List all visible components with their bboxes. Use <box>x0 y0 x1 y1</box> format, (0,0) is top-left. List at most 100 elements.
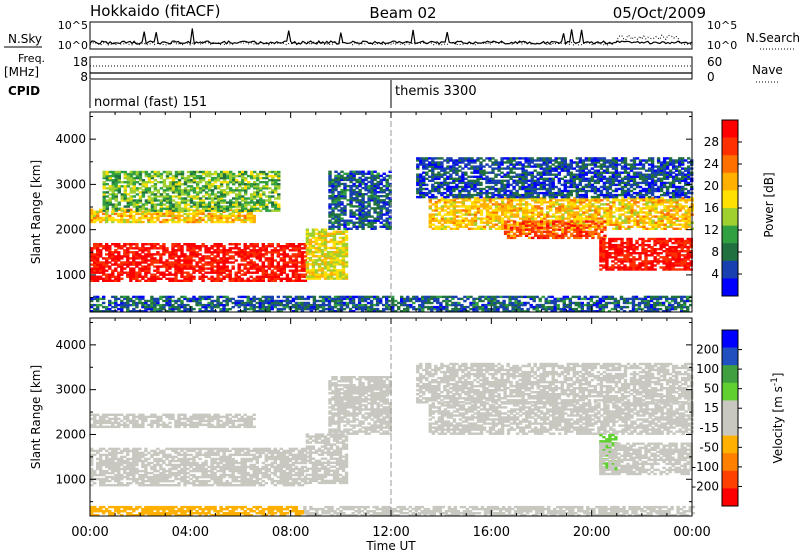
range-cell <box>500 219 505 222</box>
range-cell <box>636 223 640 226</box>
range-cell <box>361 219 365 222</box>
range-cell <box>225 220 229 224</box>
range-cell <box>238 172 242 176</box>
range-cell <box>213 269 217 272</box>
range-cell <box>102 187 106 190</box>
range-cell <box>246 277 250 280</box>
range-cell <box>518 173 522 176</box>
range-cell <box>632 250 636 253</box>
range-cell <box>144 259 148 262</box>
range-cell <box>464 197 469 200</box>
range-cell <box>419 163 423 166</box>
range-cell <box>452 181 456 185</box>
range-cell <box>210 257 214 260</box>
range-cell <box>105 191 109 194</box>
range-cell <box>597 232 601 235</box>
range-cell <box>303 275 308 278</box>
range-cell <box>256 185 260 188</box>
range-cell <box>259 187 263 190</box>
range-cell <box>282 271 286 274</box>
range-cell <box>476 207 481 210</box>
range-cell <box>186 176 191 180</box>
range-cell <box>370 197 374 200</box>
range-cell <box>297 273 302 276</box>
range-cell <box>297 253 302 256</box>
range-cell <box>585 236 589 240</box>
range-cell <box>204 203 209 206</box>
range-cell <box>132 172 136 176</box>
range-cell <box>629 266 633 269</box>
range-cell <box>428 195 432 199</box>
range-cell <box>431 165 435 168</box>
range-cell <box>612 221 616 224</box>
range-cell <box>686 258 690 261</box>
range-cell <box>331 186 335 190</box>
range-cell <box>171 249 175 252</box>
range-cell <box>192 216 196 220</box>
range-cell <box>660 203 664 206</box>
range-cell <box>150 209 155 212</box>
range-cell <box>213 216 217 220</box>
range-cell <box>331 195 335 198</box>
range-cell <box>210 216 214 220</box>
range-cell <box>506 232 511 235</box>
range-cell <box>531 228 535 231</box>
range-cell <box>388 184 392 188</box>
range-cell <box>524 203 529 206</box>
range-cell <box>494 163 498 166</box>
range-cell <box>446 193 450 197</box>
range-cell <box>288 257 293 260</box>
freq-label-line2: [MHz] <box>4 65 39 79</box>
range-cell <box>680 264 684 267</box>
range-cell <box>686 262 690 265</box>
range-cell <box>512 234 517 237</box>
range-cell <box>540 199 544 202</box>
range-cell <box>657 219 661 222</box>
range-cell <box>669 209 673 212</box>
range-cell <box>530 191 534 195</box>
range-cell <box>349 193 353 196</box>
range-cell <box>174 279 178 282</box>
range-cell <box>252 243 256 246</box>
range-cell <box>337 215 341 218</box>
range-cell <box>585 234 589 237</box>
range-cell <box>238 174 242 178</box>
range-cell <box>231 261 235 264</box>
range-cell <box>352 197 356 200</box>
range-cell <box>618 203 622 206</box>
range-cell <box>328 170 332 173</box>
range-cell <box>470 187 474 191</box>
range-cell <box>335 273 340 276</box>
range-cell <box>189 172 194 176</box>
range-cell <box>135 243 139 246</box>
range-cell <box>488 157 492 160</box>
range-cell <box>352 225 356 228</box>
range-cell <box>249 275 253 278</box>
range-cell <box>201 172 206 176</box>
range-cell <box>645 217 649 220</box>
range-cell <box>518 222 523 225</box>
range-cell <box>677 262 681 265</box>
range-cell <box>150 199 155 202</box>
range-cell <box>434 203 438 206</box>
range-cell <box>428 197 432 200</box>
range-cell <box>126 181 130 184</box>
range-cell <box>341 248 346 252</box>
range-cell <box>186 185 191 188</box>
range-cell <box>343 178 347 182</box>
range-cell <box>213 265 217 268</box>
range-cell <box>108 245 112 248</box>
range-cell <box>198 249 202 252</box>
range-cell <box>614 243 618 247</box>
range-cell <box>605 258 609 261</box>
range-cell <box>252 245 256 248</box>
range-cell <box>633 211 637 214</box>
range-cell <box>132 181 136 184</box>
range-cell <box>669 225 673 228</box>
range-cell <box>657 221 661 224</box>
range-cell <box>344 255 349 258</box>
range-cell <box>540 230 544 233</box>
range-cell <box>491 163 495 166</box>
range-cell <box>636 201 640 204</box>
range-cell <box>677 243 681 247</box>
